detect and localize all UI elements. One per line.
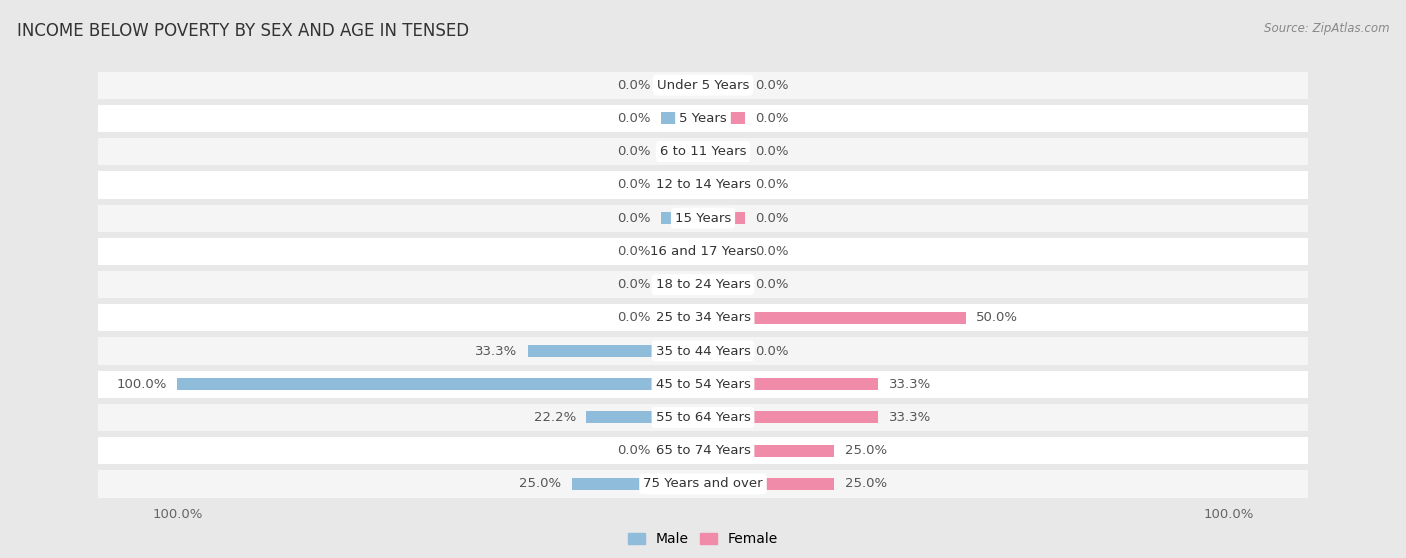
Bar [661, 246, 703, 257]
Text: 0.0%: 0.0% [755, 145, 789, 158]
Bar [572, 478, 703, 490]
Bar [661, 179, 703, 191]
Text: 18 to 24 Years: 18 to 24 Years [655, 278, 751, 291]
Bar [703, 378, 879, 390]
Bar [703, 79, 745, 91]
Text: INCOME BELOW POVERTY BY SEX AND AGE IN TENSED: INCOME BELOW POVERTY BY SEX AND AGE IN T… [17, 22, 470, 40]
Bar [703, 179, 745, 191]
Bar [703, 146, 745, 158]
Text: 55 to 64 Years: 55 to 64 Years [655, 411, 751, 424]
Text: 25 to 34 Years: 25 to 34 Years [655, 311, 751, 324]
Text: 0.0%: 0.0% [617, 444, 651, 457]
Bar [703, 246, 745, 257]
Bar [98, 238, 1308, 265]
Bar [98, 138, 1308, 165]
Legend: Male, Female: Male, Female [623, 527, 783, 552]
Text: 0.0%: 0.0% [755, 79, 789, 92]
Text: 0.0%: 0.0% [755, 278, 789, 291]
Bar [98, 371, 1308, 398]
Text: 0.0%: 0.0% [617, 112, 651, 125]
Text: 0.0%: 0.0% [755, 245, 789, 258]
Text: 25.0%: 25.0% [845, 478, 887, 490]
Text: 100.0%: 100.0% [117, 378, 167, 391]
Text: 33.3%: 33.3% [889, 411, 931, 424]
Bar [98, 437, 1308, 464]
Bar [661, 113, 703, 124]
Text: 33.3%: 33.3% [475, 344, 517, 358]
Bar [661, 278, 703, 291]
Text: 0.0%: 0.0% [617, 278, 651, 291]
Text: 0.0%: 0.0% [755, 211, 789, 225]
Text: 5 Years: 5 Years [679, 112, 727, 125]
Bar [98, 470, 1308, 498]
Text: 50.0%: 50.0% [976, 311, 1018, 324]
Bar [98, 271, 1308, 298]
Text: 0.0%: 0.0% [617, 145, 651, 158]
Text: 75 Years and over: 75 Years and over [643, 478, 763, 490]
Text: 33.3%: 33.3% [889, 378, 931, 391]
Bar [661, 146, 703, 158]
Bar [661, 312, 703, 324]
Bar [661, 212, 703, 224]
Bar [661, 445, 703, 456]
Bar [703, 345, 745, 357]
Bar [98, 404, 1308, 431]
Text: 0.0%: 0.0% [755, 179, 789, 191]
Bar [703, 411, 879, 424]
Text: 6 to 11 Years: 6 to 11 Years [659, 145, 747, 158]
Bar [703, 312, 966, 324]
Text: 0.0%: 0.0% [755, 112, 789, 125]
Bar [98, 205, 1308, 232]
Text: 35 to 44 Years: 35 to 44 Years [655, 344, 751, 358]
Text: Under 5 Years: Under 5 Years [657, 79, 749, 92]
Bar [703, 113, 745, 124]
Bar [177, 378, 703, 390]
Text: 16 and 17 Years: 16 and 17 Years [650, 245, 756, 258]
Text: 0.0%: 0.0% [617, 311, 651, 324]
Text: 12 to 14 Years: 12 to 14 Years [655, 179, 751, 191]
Bar [527, 345, 703, 357]
Bar [98, 338, 1308, 364]
Text: 0.0%: 0.0% [617, 211, 651, 225]
Text: Source: ZipAtlas.com: Source: ZipAtlas.com [1264, 22, 1389, 35]
Bar [703, 478, 834, 490]
Bar [98, 71, 1308, 99]
Text: 0.0%: 0.0% [617, 179, 651, 191]
Bar [703, 445, 834, 456]
Text: 25.0%: 25.0% [519, 478, 561, 490]
Text: 65 to 74 Years: 65 to 74 Years [655, 444, 751, 457]
Text: 15 Years: 15 Years [675, 211, 731, 225]
Text: 25.0%: 25.0% [845, 444, 887, 457]
Bar [98, 105, 1308, 132]
Bar [98, 171, 1308, 199]
Bar [586, 411, 703, 424]
Text: 45 to 54 Years: 45 to 54 Years [655, 378, 751, 391]
Text: 0.0%: 0.0% [755, 344, 789, 358]
Bar [703, 212, 745, 224]
Text: 0.0%: 0.0% [617, 245, 651, 258]
Bar [703, 278, 745, 291]
Bar [661, 79, 703, 91]
Bar [98, 304, 1308, 331]
Text: 0.0%: 0.0% [617, 79, 651, 92]
Text: 22.2%: 22.2% [533, 411, 576, 424]
